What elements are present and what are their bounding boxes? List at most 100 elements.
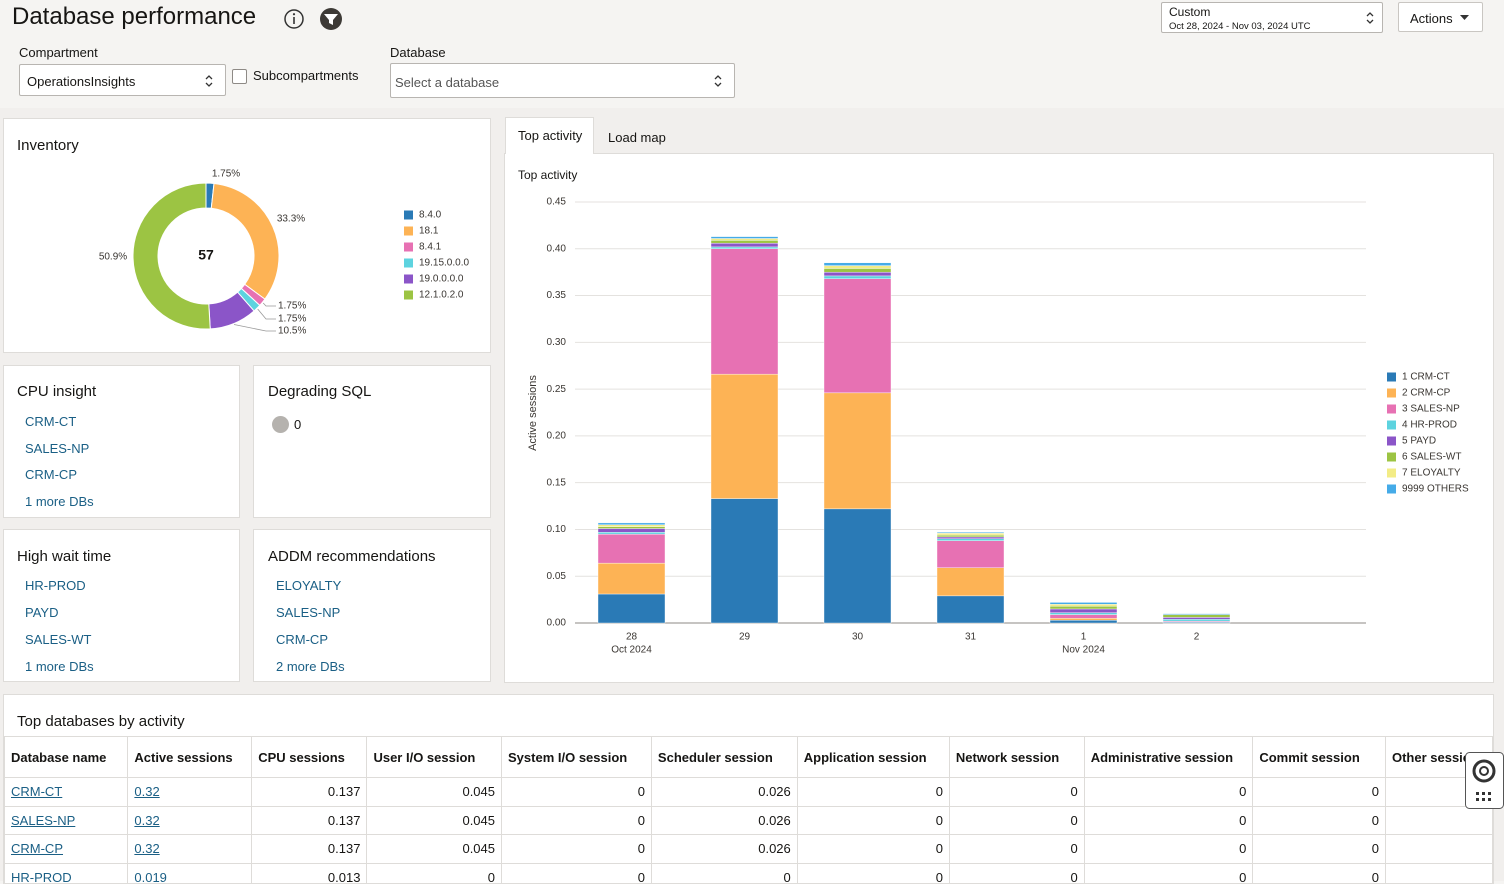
table-cell: 0 [1084,806,1253,835]
table-cell: 0 [949,778,1084,807]
db-link[interactable]: SALES-NP [25,441,89,456]
card-title: ADDM recommendations [268,548,436,565]
db-link[interactable]: CRM-CP [25,467,77,482]
subcompartments-label[interactable]: Subcompartments [253,68,359,83]
table-cell: 0 [1084,835,1253,864]
db-link[interactable]: CRM-CT [25,414,76,429]
subcompartments-checkbox[interactable] [232,69,247,84]
column-header[interactable]: CPU sessions [252,737,367,778]
table-cell: 0 [502,806,652,835]
db-name-link[interactable]: SALES-NP [11,813,75,828]
database-label: Database [390,45,446,60]
db-name-link[interactable]: CRM-CT [11,784,62,799]
filter-icon[interactable] [320,8,342,30]
card-title: CPU insight [17,383,96,400]
compartment-label: Compartment [19,45,98,60]
active-sessions-link[interactable]: 0.019 [134,870,167,884]
table-cell: 0.32 [128,806,252,835]
table-cell: 0.045 [367,806,502,835]
db-link[interactable]: PAYD [25,605,58,620]
column-header[interactable]: Scheduler session [651,737,797,778]
compartment-select[interactable]: OperationsInsights [19,64,226,96]
table-cell: 0 [797,778,949,807]
card-title: High wait time [17,548,111,565]
title-icons [283,8,345,32]
table-row: CRM-CP0.320.1370.04500.0260000 [5,835,1493,864]
column-header[interactable]: Active sessions [128,737,252,778]
select-chevron [204,73,214,89]
column-header[interactable]: Application session [797,737,949,778]
table-cell: 0.137 [252,806,367,835]
table-title: Top databases by activity [17,713,185,730]
tab-label[interactable]: Load map [608,130,666,145]
actions-label: Actions [1410,11,1453,26]
column-header[interactable]: Administrative session [1084,737,1253,778]
table-cell: 0.045 [367,778,502,807]
column-header[interactable]: Commit session [1253,737,1386,778]
table-cell: 0 [1084,778,1253,807]
column-header[interactable]: Database name [5,737,128,778]
table-cell: 0.026 [651,835,797,864]
table-cell: 0 [502,778,652,807]
table-panel: Top databases by activity Database nameA… [3,694,1494,884]
status-dot [272,416,289,433]
table-cell: 0 [949,806,1084,835]
db-link[interactable]: ELOYALTY [276,578,341,593]
table-cell: 0 [797,806,949,835]
table-cell: 0 [949,835,1084,864]
activity-panel: Top activity [504,153,1494,683]
table-cell: 0 [1253,778,1386,807]
more-link[interactable]: 1 more DBs [25,659,94,674]
db-name-link[interactable]: HR-PROD [11,870,72,884]
info-icon[interactable] [285,10,303,28]
db-link[interactable]: HR-PROD [25,578,86,593]
table-cell: 0 [502,835,652,864]
cpu-insight-card: CPU insight CRM-CT SALES-NP CRM-CP 1 mor… [3,365,240,518]
table-cell: 0.045 [367,835,502,864]
active-sessions-link[interactable]: 0.32 [134,813,159,828]
tab-active[interactable]: Top activity [505,117,594,154]
page-title: Database performance [12,3,256,31]
inventory-card: Inventory [3,118,491,353]
table-cell: 0.026 [651,778,797,807]
select-chevron [1365,10,1375,26]
table-cell: 0.026 [651,806,797,835]
table-cell: 0.32 [128,835,252,864]
more-link[interactable]: 2 more DBs [276,659,345,674]
database-select[interactable]: Select a database [390,63,735,98]
table-cell: 0.137 [252,835,367,864]
degrading-count: 0 [294,417,301,432]
data-table: Database nameActive sessionsCPU sessions… [4,736,1493,884]
db-name-link[interactable]: CRM-CP [11,841,63,856]
table-cell: 0 [1253,835,1386,864]
more-link[interactable]: 1 more DBs [25,494,94,509]
column-header[interactable]: System I/O session [502,737,652,778]
date-range-value: Oct 28, 2024 - Nov 03, 2024 UTC [1169,21,1311,32]
db-link[interactable]: CRM-CP [276,632,328,647]
active-sessions-link[interactable]: 0.32 [134,784,159,799]
table-row: SALES-NP0.320.1370.04500.0260000 [5,806,1493,835]
table-cell [1385,806,1492,835]
db-link[interactable]: SALES-WT [25,632,91,647]
inventory-title: Inventory [17,137,79,154]
date-range-select[interactable]: Custom Oct 28, 2024 - Nov 03, 2024 UTC [1161,2,1383,33]
dropdown-caret [1460,15,1470,21]
table-cell [1385,835,1492,864]
degrading-sql-card: Degrading SQL 0 [253,365,491,518]
active-sessions-link[interactable]: 0.32 [134,841,159,856]
addm-card: ADDM recommendations ELOYALTY SALES-NP C… [253,529,491,682]
table-cell: SALES-NP [5,806,128,835]
chart-title: Top activity [518,168,577,182]
help-widget[interactable] [1465,752,1504,809]
card-title: Degrading SQL [268,383,371,400]
column-header[interactable]: Network session [949,737,1084,778]
db-link[interactable]: SALES-NP [276,605,340,620]
table-cell: 0 [797,835,949,864]
table-cell: CRM-CP [5,835,128,864]
column-header[interactable]: User I/O session [367,737,502,778]
table-cell: 0 [1253,806,1386,835]
actions-button[interactable]: Actions [1398,2,1483,32]
header-row: Database nameActive sessionsCPU sessions… [5,737,1493,778]
